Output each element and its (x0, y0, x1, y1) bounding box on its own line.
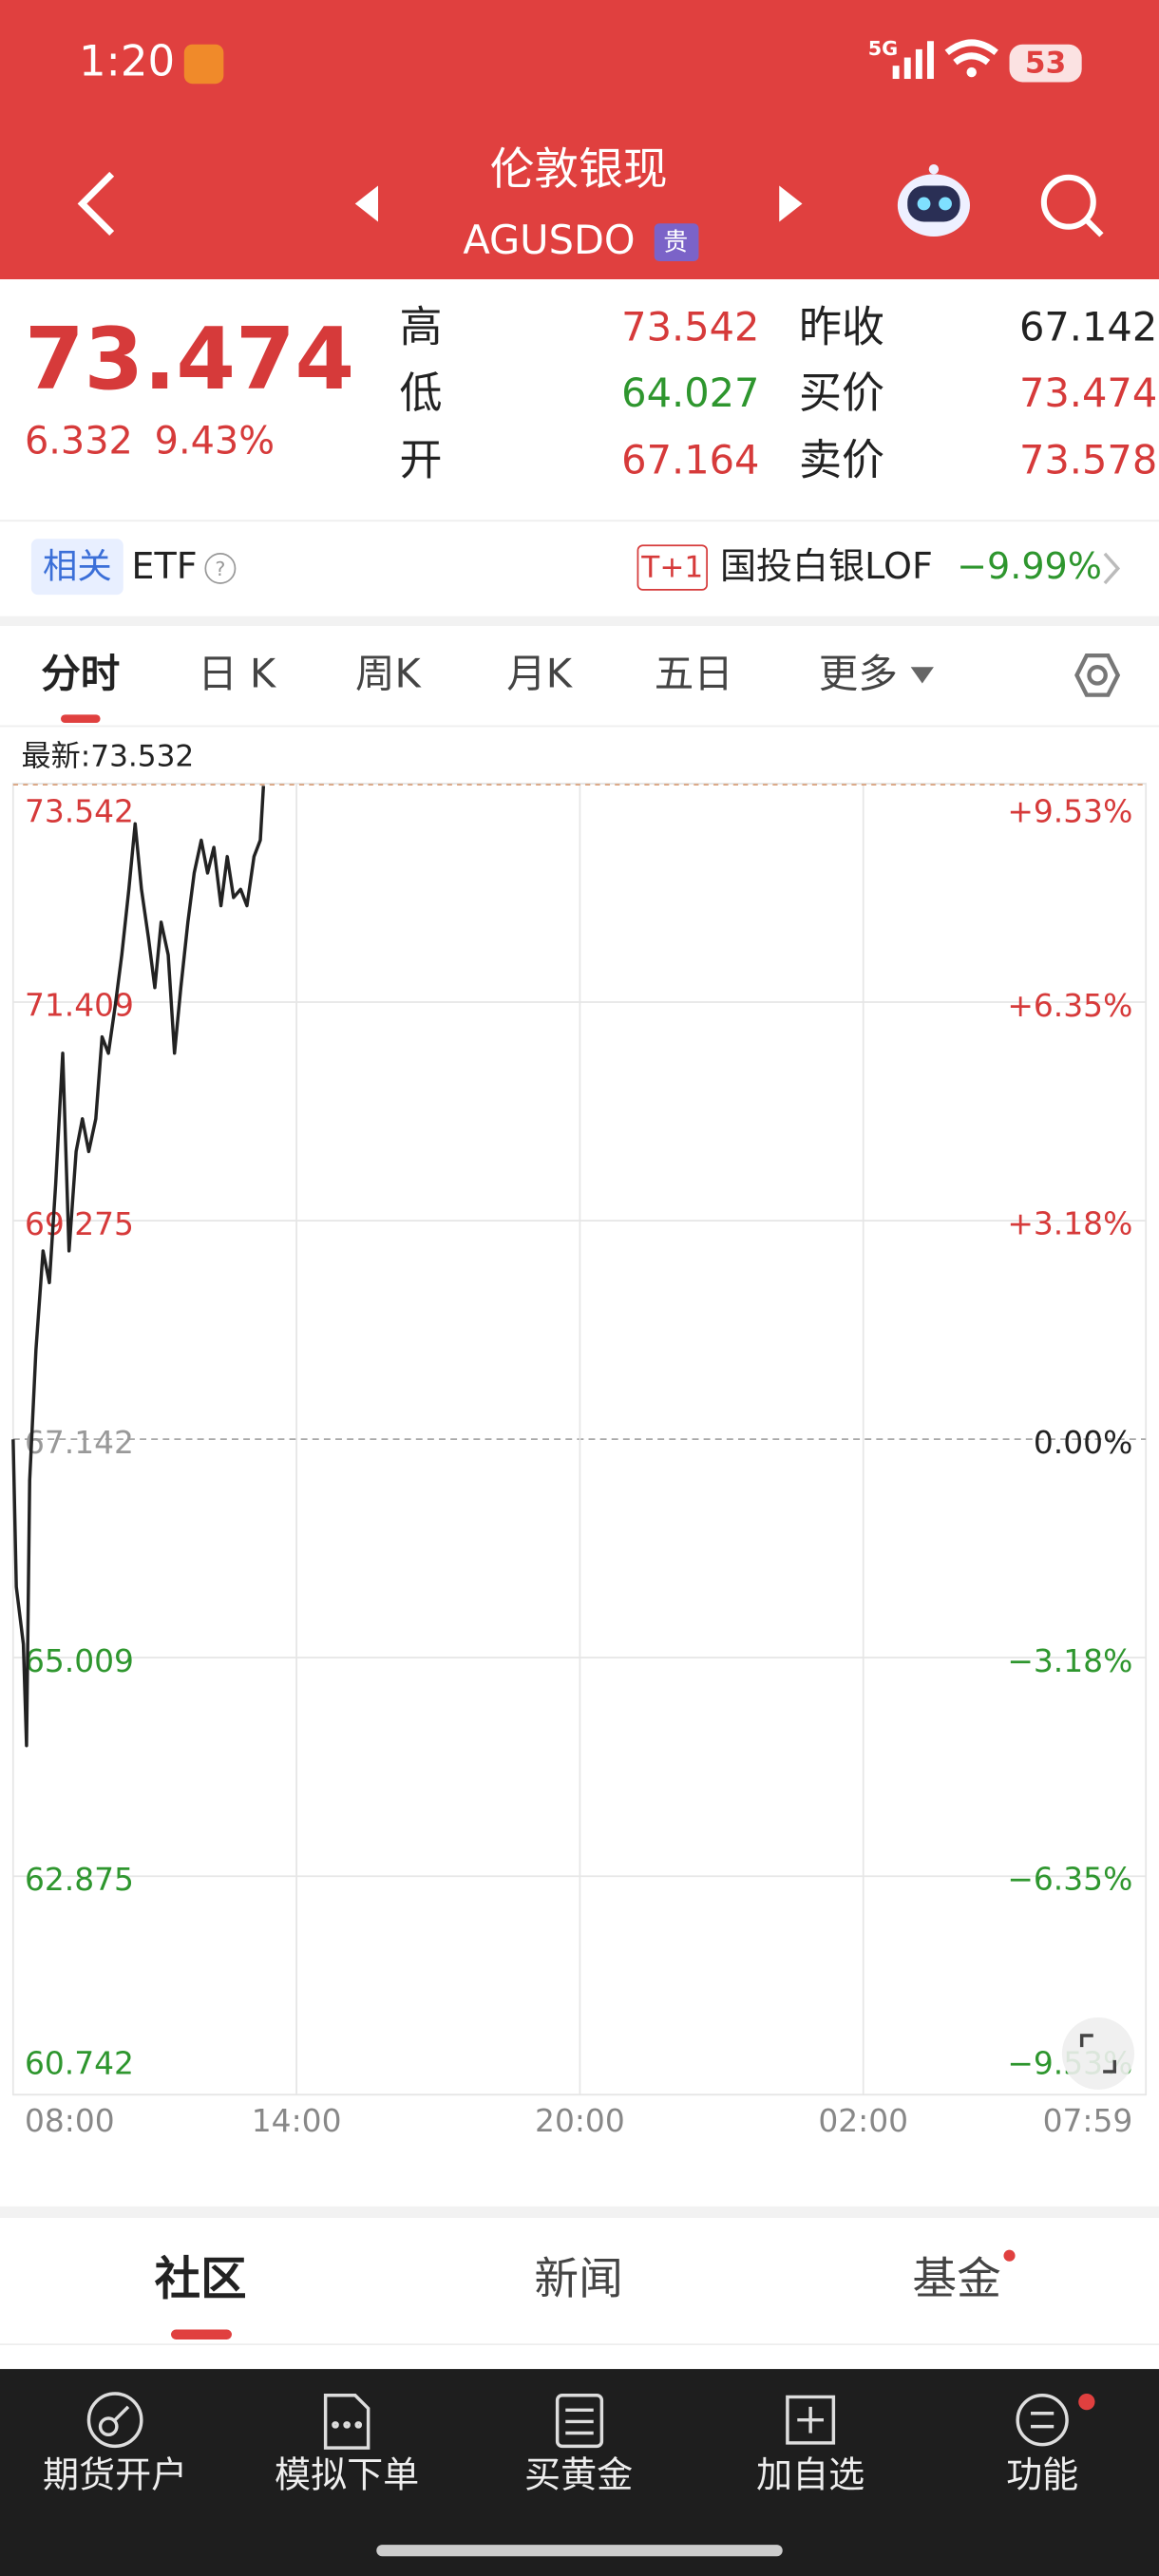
nav-item[interactable]: 期货开户 (43, 2454, 187, 2496)
code: AGUSDO (463, 217, 635, 263)
y2-tick-label: +3.18% (1007, 1205, 1132, 1242)
bottom-nav-bg (0, 2369, 1159, 2576)
latest-label: 最新:73.532 (21, 739, 194, 773)
assistant-button[interactable] (897, 163, 970, 237)
dropdown-arrow (910, 667, 934, 684)
network: 5G (868, 37, 898, 60)
nav-item[interactable]: 功能 (1006, 2454, 1078, 2496)
y2-tick-label: +9.53% (1007, 793, 1132, 830)
latest-value: 73.532 (90, 739, 194, 773)
related-tag: 相关 (43, 545, 112, 586)
next-button[interactable] (779, 185, 803, 222)
stat-value: 73.578 (1019, 437, 1157, 483)
y-tick-label: 67.142 (25, 1424, 134, 1461)
tab[interactable]: 日 K (198, 651, 277, 697)
svg-text:?: ? (215, 558, 225, 580)
chart: 73.54271.40969.27567.14265.00962.87560.7… (11, 783, 1148, 2139)
y2-tick-label: 0.00% (1034, 1424, 1132, 1461)
y-tick-label: 69.275 (25, 1205, 134, 1242)
home-indicator (376, 2545, 783, 2557)
expand-button[interactable] (1061, 2017, 1135, 2091)
x-tick-label: 08:00 (25, 2102, 115, 2139)
back-button[interactable] (77, 171, 115, 237)
nav-item[interactable]: 模拟下单 (275, 2454, 419, 2496)
content-tab-indicator (170, 2329, 232, 2339)
stat-value: 64.027 (621, 369, 759, 416)
badge-bg (654, 223, 699, 262)
content-tab[interactable]: 基金 (912, 2254, 1000, 2305)
fund-badge-bg (636, 544, 708, 591)
y2-tick-label: −6.35% (1007, 1861, 1132, 1898)
stat-value: 67.142 (1019, 304, 1157, 350)
stat-label: 高 (400, 302, 443, 352)
stat-label: 买价 (799, 368, 884, 418)
nav-item[interactable]: 加自选 (756, 2454, 864, 2496)
stat-label: 开 (400, 435, 443, 485)
nav-icons (86, 2392, 1069, 2450)
wifi-icon (944, 39, 998, 66)
tab[interactable]: 五日 (655, 651, 733, 697)
content-tab[interactable]: 新闻 (534, 2254, 622, 2305)
stat-label: 低 (400, 368, 443, 418)
help-icon[interactable] (204, 553, 237, 584)
section-gap (0, 616, 1159, 626)
fund-badge: T+1 (640, 550, 703, 584)
wifi-dot (966, 66, 977, 78)
fund-change: −9.99% (957, 545, 1102, 587)
x-tick-label: 20:00 (535, 2102, 625, 2139)
y2-tick-label: +6.35% (1007, 987, 1132, 1024)
tab-indicator (61, 714, 101, 724)
expand-icon (1079, 2034, 1117, 2074)
stat-label: 昨收 (799, 302, 884, 352)
nav-item[interactable]: 买黄金 (524, 2454, 633, 2496)
battery (1009, 44, 1082, 83)
search-button[interactable] (1040, 174, 1104, 237)
x-tick-label: 02:00 (818, 2102, 908, 2139)
tab[interactable]: 更多 (819, 651, 898, 697)
stat-value: 73.542 (621, 304, 759, 350)
tab[interactable]: 周K (355, 651, 423, 697)
section-gap (0, 2206, 1159, 2218)
badge: 贵 (663, 228, 688, 256)
title: 伦敦银现 (490, 144, 668, 196)
tab[interactable]: 分时 (41, 651, 120, 697)
y-tick-label: 62.875 (25, 1861, 134, 1898)
x-tick-label: 14:00 (252, 2102, 342, 2139)
tab[interactable]: 月K (506, 651, 574, 697)
app-icon (183, 44, 224, 85)
stat-value: 67.164 (621, 437, 759, 483)
stat-label: 卖价 (799, 435, 884, 485)
status-time: 1:20 (79, 35, 175, 85)
y2-tick-label: −3.18% (1007, 1642, 1132, 1679)
price-line (11, 786, 266, 1748)
notify-dot (1003, 2249, 1016, 2262)
fund-name[interactable]: 国投白银LOF (720, 545, 933, 587)
latest-caption: 最新: (21, 739, 90, 773)
related-label[interactable]: ETF (131, 545, 197, 587)
related-tag-bg (30, 539, 124, 596)
price: 73.474 (25, 310, 354, 409)
stat-value: 73.474 (1019, 369, 1157, 416)
x-tick-label: 07:59 (1043, 2102, 1133, 2139)
chevron[interactable] (1103, 552, 1121, 585)
content-tab[interactable]: 社区 (155, 2252, 247, 2305)
y-tick-label: 65.009 (25, 1642, 134, 1679)
change: 6.332 (25, 419, 133, 463)
y-tick-label: 73.542 (25, 793, 134, 830)
settings-button[interactable] (1074, 653, 1121, 697)
notify-dot (1078, 2394, 1095, 2411)
y-tick-label: 60.742 (25, 2045, 134, 2082)
prev-button[interactable] (354, 185, 379, 222)
battery-level: 53 (1025, 46, 1066, 80)
change-pct: 9.43% (155, 419, 275, 463)
signal-icon (892, 41, 934, 80)
